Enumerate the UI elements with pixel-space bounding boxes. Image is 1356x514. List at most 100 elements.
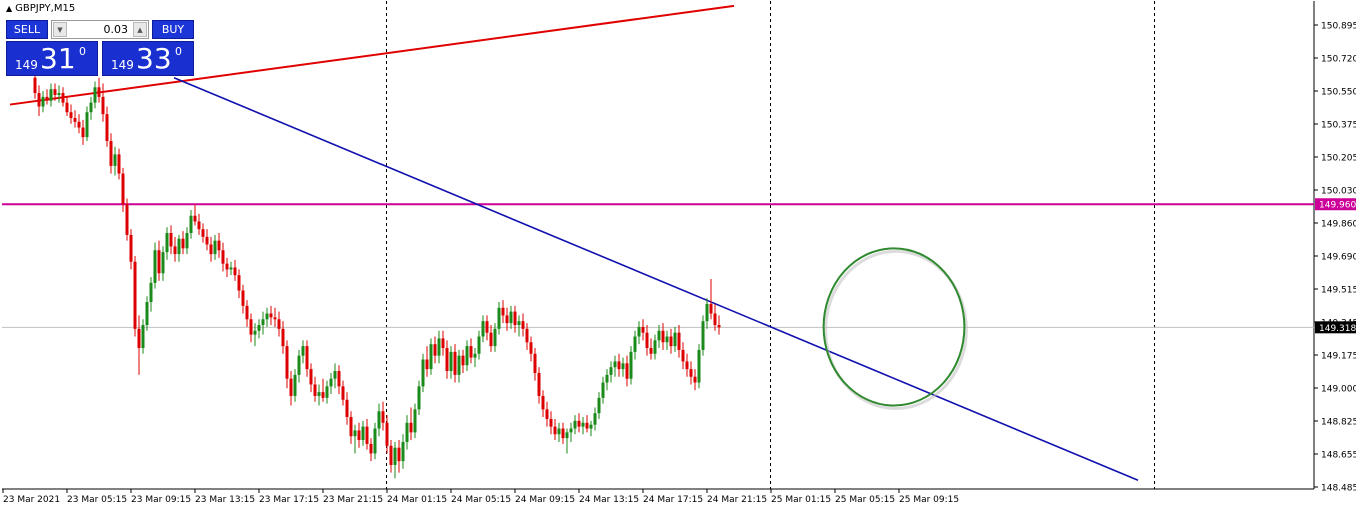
candle-body — [525, 328, 529, 343]
candle-body — [89, 102, 93, 113]
candle-body — [113, 154, 117, 166]
buy-price-prefix: 149 — [111, 58, 134, 72]
candle-body — [297, 355, 301, 375]
candle-body — [653, 340, 657, 354]
candle-body — [185, 232, 189, 249]
candle-body — [497, 307, 501, 329]
candle-body — [501, 307, 505, 316]
ellipse-layer[interactable] — [822, 247, 968, 411]
candle-body — [697, 349, 701, 383]
candle-body — [309, 369, 313, 385]
candle-body — [261, 319, 265, 326]
candle-body — [673, 332, 677, 347]
price-labels-layer: 149.960 149.318 — [1315, 198, 1356, 334]
candle-body — [285, 346, 289, 379]
candle-body — [449, 351, 453, 372]
candle-body — [545, 409, 549, 419]
candle-body — [85, 112, 89, 138]
candle-body — [305, 346, 309, 370]
x-tick-label: 23 Mar 09:15 — [131, 495, 191, 505]
candle-body — [293, 374, 297, 396]
candle-body — [617, 361, 621, 370]
x-tick-label: 23 Mar 2021 — [3, 495, 60, 505]
candle-body — [277, 319, 281, 329]
candle-body — [257, 325, 261, 331]
candle-body — [717, 325, 721, 328]
candle-body — [325, 386, 329, 398]
candle-body — [645, 332, 649, 349]
candle-body — [289, 378, 293, 396]
candle-body — [273, 317, 277, 320]
candle-body — [641, 326, 645, 333]
time-axis[interactable]: 23 Mar 2021 23 Mar 05:15 23 Mar 09:15 23 Ma… — [2, 489, 959, 505]
candle-body — [677, 332, 681, 350]
sell-price-big: 31 — [40, 42, 76, 75]
y-tick-label: 148.485 — [1321, 484, 1356, 494]
candle-body — [57, 93, 61, 95]
candle-body — [101, 96, 105, 115]
collapse-triangle-icon[interactable]: ▲ — [6, 4, 13, 13]
candle-body — [353, 430, 357, 437]
price-axis[interactable]: 150.895 150.720 150.550 150.375 150.205 150.0… — [1314, 22, 1356, 494]
candle-body — [505, 315, 509, 324]
candle-body — [65, 102, 69, 113]
sell-button[interactable]: SELL — [6, 20, 48, 39]
candle-body — [461, 355, 465, 366]
buy-price-box[interactable]: 149 33 0 — [102, 41, 194, 76]
candle-body — [561, 428, 565, 439]
candle-body — [221, 250, 225, 264]
candle-body — [313, 384, 317, 396]
candle-body — [93, 87, 97, 103]
candle-body — [181, 238, 185, 249]
candle-body — [45, 96, 49, 101]
candle-body — [469, 346, 473, 358]
x-tick-label: 25 Mar 05:15 — [835, 495, 895, 505]
lot-increase-arrow-icon[interactable]: ▲ — [133, 22, 147, 37]
candle-body — [193, 215, 197, 222]
candle-body — [393, 447, 397, 465]
candle-body — [477, 336, 481, 354]
ellipse-shadow — [824, 249, 968, 411]
candle-body — [585, 422, 589, 429]
candle-body — [549, 418, 553, 427]
candle-body — [369, 443, 373, 454]
candle-body — [537, 372, 541, 396]
y-tick-label: 148.655 — [1321, 451, 1356, 461]
y-tick-label: 149.515 — [1321, 286, 1356, 296]
candle-body — [437, 338, 441, 356]
candle-body — [253, 330, 257, 335]
candle-body — [241, 290, 245, 306]
candle-body — [685, 361, 689, 370]
candle-body — [349, 417, 353, 437]
candle-body — [153, 250, 157, 283]
buy-button[interactable]: BUY — [152, 20, 194, 39]
y-tick-label: 150.030 — [1321, 187, 1356, 197]
candle-body — [445, 348, 449, 372]
lot-decrease-arrow-icon[interactable]: ▼ — [53, 22, 67, 37]
candle-body — [597, 397, 601, 414]
candle-body — [633, 336, 637, 352]
sell-price-box[interactable]: 149 31 0 — [6, 41, 98, 76]
candle-body — [621, 363, 625, 370]
y-tick-label: 150.895 — [1321, 22, 1356, 32]
candle-body — [189, 215, 193, 233]
candle-body — [249, 319, 253, 335]
grid-layer — [2, 1, 1315, 490]
y-tick-label: 150.205 — [1321, 154, 1356, 164]
lot-size-box: ▼ ▲ — [51, 20, 149, 39]
candle-body — [417, 386, 421, 410]
candle-body — [541, 395, 545, 410]
candle-body — [613, 361, 617, 368]
candle-body — [689, 369, 693, 377]
candle-body — [53, 89, 57, 95]
x-tick-label: 24 Mar 17:15 — [643, 495, 703, 505]
drawing-objects-layer[interactable] — [2, 4, 1314, 482]
lot-size-input[interactable] — [69, 22, 131, 37]
symbol-title-text: GBPJPY,M15 — [15, 3, 76, 14]
y-tick-label: 150.720 — [1321, 55, 1356, 65]
candle-body — [177, 238, 181, 255]
candle-body — [129, 234, 133, 262]
x-tick-label: 24 Mar 05:15 — [451, 495, 511, 505]
